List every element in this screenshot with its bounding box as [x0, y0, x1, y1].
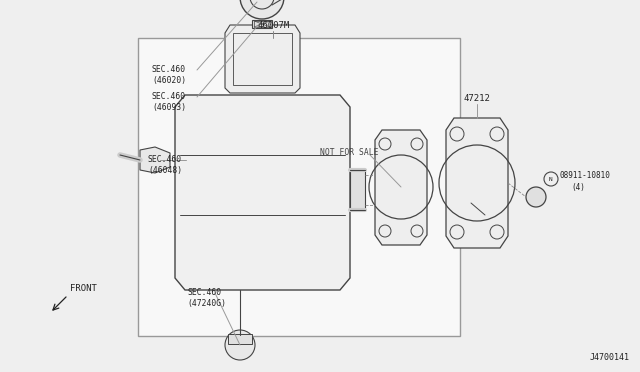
- Polygon shape: [375, 130, 427, 245]
- Bar: [228, 334, 252, 344]
- Text: SEC.460: SEC.460: [148, 155, 182, 164]
- Text: (46020): (46020): [152, 76, 186, 85]
- Bar: [138, 38, 460, 336]
- Text: N: N: [549, 176, 553, 182]
- Text: (4): (4): [571, 183, 585, 192]
- Bar: [252, 20, 272, 28]
- Bar: [233, 33, 292, 85]
- Circle shape: [526, 187, 546, 207]
- Text: (46093): (46093): [152, 103, 186, 112]
- Polygon shape: [140, 147, 170, 173]
- Text: SEC.460: SEC.460: [152, 65, 186, 74]
- Text: (47240G): (47240G): [187, 299, 226, 308]
- Text: 08911-10810: 08911-10810: [560, 170, 611, 180]
- Text: SEC.460: SEC.460: [187, 288, 221, 297]
- Polygon shape: [446, 118, 508, 248]
- Text: J4700141: J4700141: [590, 353, 630, 362]
- Bar: [350, 170, 365, 210]
- Text: SEC.460: SEC.460: [152, 92, 186, 101]
- Polygon shape: [225, 25, 300, 93]
- Text: 46007M: 46007M: [257, 21, 289, 30]
- Text: NOT FOR SALE: NOT FOR SALE: [320, 148, 378, 157]
- Text: FRONT: FRONT: [70, 284, 97, 293]
- Circle shape: [240, 0, 284, 19]
- Bar: [254, 21, 270, 27]
- Text: 47212: 47212: [463, 94, 490, 103]
- Circle shape: [225, 330, 255, 360]
- Text: (46048): (46048): [148, 166, 182, 175]
- Polygon shape: [175, 95, 350, 290]
